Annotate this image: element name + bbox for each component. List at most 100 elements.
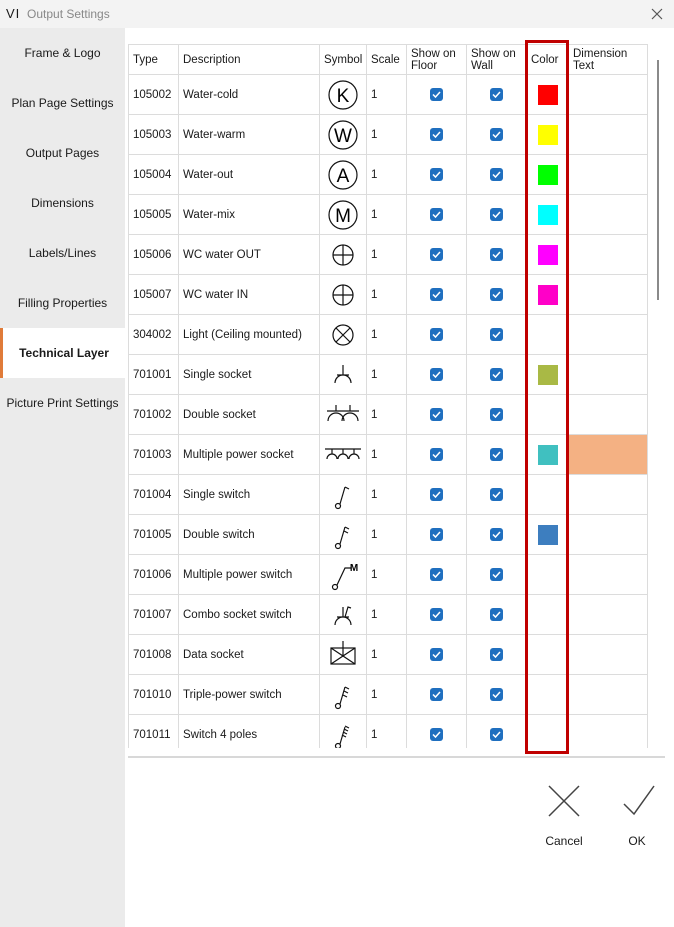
checkbox[interactable] [490, 288, 503, 301]
cancel-icon[interactable] [547, 784, 581, 818]
color-swatch[interactable] [537, 284, 558, 305]
type-cell: 701008 [128, 635, 179, 675]
description-cell: WC water IN [179, 275, 320, 315]
checkbox[interactable] [490, 88, 503, 101]
color-swatch[interactable] [537, 84, 558, 105]
dimension-text-cell [569, 555, 648, 595]
checkbox-cell [467, 275, 527, 315]
type-cell: 105002 [128, 75, 179, 115]
checkbox[interactable] [490, 608, 503, 621]
checkbox[interactable] [430, 448, 443, 461]
sidebar-item[interactable]: Output Pages [25, 146, 100, 160]
scale-cell: 1 [367, 555, 407, 595]
checkbox[interactable] [490, 448, 503, 461]
checkbox[interactable] [430, 88, 443, 101]
scale-cell: 1 [367, 235, 407, 275]
checkbox[interactable] [490, 368, 503, 381]
checkbox[interactable] [490, 528, 503, 541]
sidebar-item[interactable]: Filling Properties [17, 296, 108, 310]
ok-icon[interactable] [622, 784, 656, 818]
dimension-text-cell [569, 155, 648, 195]
scale-cell: 1 [367, 275, 407, 315]
checkbox[interactable] [430, 568, 443, 581]
checkbox[interactable] [490, 208, 503, 221]
checkbox[interactable] [430, 528, 443, 541]
color-swatch[interactable] [537, 244, 558, 265]
checkbox[interactable] [430, 408, 443, 421]
checkbox[interactable] [430, 488, 443, 501]
checkbox-cell [407, 715, 467, 748]
checkbox[interactable] [430, 128, 443, 141]
sidebar-item[interactable]: Labels/Lines [28, 246, 97, 260]
color-swatch[interactable] [537, 124, 558, 145]
symbol-icon: M [331, 563, 358, 590]
checkbox[interactable] [430, 688, 443, 701]
checkbox[interactable] [490, 488, 503, 501]
dimension-text-cell [569, 75, 648, 115]
checkbox[interactable] [490, 568, 503, 581]
sidebar-item[interactable]: Plan Page Settings [11, 96, 114, 110]
symbol-cell [320, 595, 367, 635]
checkbox[interactable] [490, 128, 503, 141]
description-cell: Multiple power switch [179, 555, 320, 595]
checkbox[interactable] [430, 168, 443, 181]
checkbox[interactable] [430, 728, 443, 741]
checkbox[interactable] [490, 648, 503, 661]
sidebar-item[interactable]: Technical Layer [0, 328, 125, 378]
color-swatch[interactable] [537, 364, 558, 385]
close-button[interactable] [650, 7, 664, 21]
scale-cell: 1 [367, 155, 407, 195]
checkbox-cell [407, 515, 467, 555]
checkbox[interactable] [490, 328, 503, 341]
checkbox-cell [467, 675, 527, 715]
dimension-text-cell [569, 115, 648, 155]
column-header: Scale [367, 44, 407, 75]
dimension-text-cell [569, 355, 648, 395]
checkbox[interactable] [430, 288, 443, 301]
color-swatch[interactable] [537, 524, 558, 545]
type-cell: 701004 [128, 475, 179, 515]
color-swatch[interactable] [537, 204, 558, 225]
column-header: Symbol [320, 44, 367, 75]
symbol-icon [334, 364, 352, 383]
column-header: Description [179, 44, 320, 75]
checkbox[interactable] [490, 408, 503, 421]
description-cell: Water-mix [179, 195, 320, 235]
symbol-cell [320, 475, 367, 515]
checkbox[interactable] [430, 368, 443, 381]
checkbox[interactable] [490, 168, 503, 181]
cancel-button[interactable]: Cancel [545, 834, 583, 848]
checkbox[interactable] [430, 248, 443, 261]
checkbox[interactable] [430, 208, 443, 221]
checkbox[interactable] [490, 728, 503, 741]
description-cell: Single socket [179, 355, 320, 395]
color-swatch[interactable] [537, 444, 558, 465]
checkbox[interactable] [430, 648, 443, 661]
checkbox-cell [467, 555, 527, 595]
checkbox[interactable] [490, 688, 503, 701]
ok-button[interactable]: OK [628, 834, 646, 848]
checkbox-cell [467, 715, 527, 748]
checkbox[interactable] [430, 328, 443, 341]
column-header: Type [128, 44, 179, 75]
logo: VI [6, 6, 21, 21]
scale-cell: 1 [367, 115, 407, 155]
type-cell: 701002 [128, 395, 179, 435]
sidebar-item[interactable]: Picture Print Settings [6, 396, 119, 410]
description-cell: Triple-power switch [179, 675, 320, 715]
description-cell: Water-out [179, 155, 320, 195]
checkbox-cell [467, 75, 527, 115]
type-cell: 701005 [128, 515, 179, 555]
sidebar-item[interactable]: Dimensions [31, 196, 94, 210]
description-cell: Double switch [179, 515, 320, 555]
color-swatch[interactable] [537, 164, 558, 185]
sidebar-item[interactable]: Frame & Logo [24, 46, 101, 60]
title-bar: VI Output Settings [0, 0, 674, 28]
checkbox[interactable] [430, 608, 443, 621]
symbol-icon [334, 485, 350, 509]
description-cell: Water-warm [179, 115, 320, 155]
scale-cell: 1 [367, 315, 407, 355]
checkbox[interactable] [490, 248, 503, 261]
checkbox-cell [467, 315, 527, 355]
